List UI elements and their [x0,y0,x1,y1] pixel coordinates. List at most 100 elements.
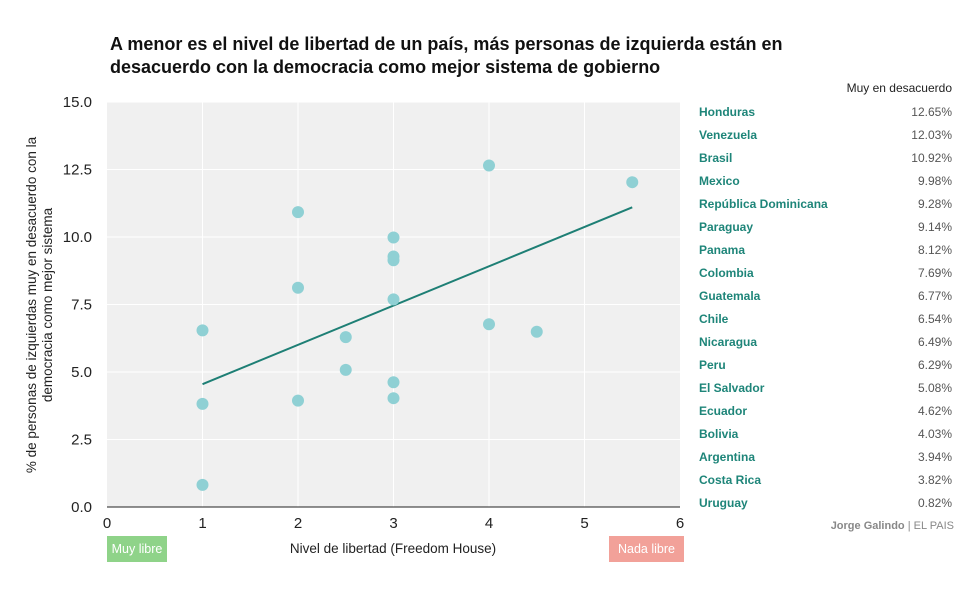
table-value: 6.77% [917,288,952,303]
table-row: Colombia 7.69% [699,261,952,284]
table-value: 9.98% [917,173,952,188]
data-point [483,318,495,331]
table-row: Peru 6.29% [699,353,952,376]
table-country: República Dominicana [699,196,828,211]
table-value: 7.69% [917,265,952,280]
table-row: Paraguay 9.14% [699,215,952,238]
x-tick-labels: 0 1 2 3 4 5 6 [103,515,684,532]
table-value: 12.03% [911,127,952,142]
table-value: 4.03% [917,426,952,441]
y-tick-label: 5.0 [71,364,92,381]
table-country: Uruguay [699,495,748,510]
table-value: 6.54% [917,311,952,326]
x-tick-label: 3 [389,515,397,532]
data-point [387,293,400,306]
table-country: Panama [699,242,746,257]
data-point [387,254,400,267]
y-tick-label: 0.0 [71,499,92,516]
data-point [339,363,352,376]
table-country: Brasil [699,150,733,165]
table-row: Ecuador 4.62% [699,399,952,422]
data-point [626,176,639,189]
y-tick-label: 7.5 [71,297,92,314]
x-tick-label: 0 [103,515,111,532]
x-tick-label: 1 [198,515,206,532]
table-row: Honduras 12.65% [699,100,952,123]
table-country: Paraguay [699,219,754,234]
y-tick-label: 12.5 [63,162,92,179]
data-point [483,159,495,172]
table-country: Nicaragua [699,334,758,349]
credit-author: Jorge Galindo [830,520,905,532]
table-value: 9.14% [917,219,952,234]
table-value: 5.08% [917,380,952,395]
values-table: Honduras 12.65% Venezuela 12.03% Brasil 10.92… [699,100,952,514]
data-point [530,325,543,338]
data-point [292,394,304,407]
table-country: Costa Rica [699,472,762,487]
credit-separator: | [904,520,914,532]
badge-muy-libre: Muy libre [107,536,167,562]
data-point [196,397,209,410]
x-tick-label: 5 [580,515,588,532]
table-value: 6.29% [917,357,952,372]
data-point [292,281,304,294]
table-row: Bolivia 4.03% [699,422,952,445]
table-row: Nicaragua 6.49% [699,330,952,353]
x-tick-label: 4 [485,515,493,532]
data-point [196,324,209,337]
y-axis-label-line-2: democracia como mejor sistema [40,207,55,402]
chart-title: A menor es el nivel de libertad de un pa… [110,34,783,77]
table-row: El Salvador 5.08% [699,376,952,399]
table-row: Uruguay 0.82% [699,491,952,514]
table-value: 6.49% [917,334,952,349]
table-row: Costa Rica 3.82% [699,468,952,491]
y-tick-labels: 0.0 2.5 5.0 7.5 10.0 12.5 15.0 [63,94,92,516]
table-value: 3.94% [917,449,952,464]
x-tick-label: 2 [294,515,302,532]
credit-outlet: EL PAIS [913,520,954,532]
table-country: Peru [699,357,726,372]
data-point [292,206,304,219]
badge-nada-libre: Nada libre [609,536,684,562]
y-axis-label-line-1: % de personas de izquierdas muy en desac… [24,136,39,473]
x-tick-label: 6 [676,515,684,532]
table-row: Mexico 9.98% [699,169,952,192]
table-country: Bolivia [699,426,739,441]
table-value: 0.82% [917,495,952,510]
y-tick-label: 15.0 [63,94,92,111]
table-value: 4.62% [917,403,952,418]
data-point [387,392,400,405]
table-row: Guatemala 6.77% [699,284,952,307]
table-value: 8.12% [917,242,952,257]
data-points [196,159,639,491]
table-value: 12.65% [911,104,952,119]
table-header: Muy en desacuerdo [846,81,952,95]
table-row: Venezuela 12.03% [699,123,952,146]
table-value: 9.28% [917,196,952,211]
y-tick-label: 2.5 [71,432,92,449]
y-tick-label: 10.0 [63,229,92,246]
table-row: Brasil 10.92% [699,146,952,169]
y-axis-label: % de personas de izquierdas muy en desac… [24,136,55,473]
table-country: Mexico [699,173,740,188]
data-point [339,331,352,344]
table-row: República Dominicana 9.28% [699,192,952,215]
table-row: Chile 6.54% [699,307,952,330]
table-country: El Salvador [699,380,765,395]
x-axis-label: Nivel de libertad (Freedom House) [290,541,496,556]
table-country: Chile [699,311,729,326]
table-row: Argentina 3.94% [699,445,952,468]
table-country: Venezuela [699,127,758,142]
table-value: 3.82% [917,472,952,487]
data-point [387,231,400,244]
table-value: 10.92% [911,150,952,165]
data-point [196,478,209,491]
table-country: Ecuador [699,403,748,418]
table-country: Guatemala [699,288,761,303]
table-country: Argentina [699,449,756,464]
credit-line: Jorge Galindo | EL PAIS [760,520,954,532]
data-point [387,376,400,389]
table-row: Panama 8.12% [699,238,952,261]
